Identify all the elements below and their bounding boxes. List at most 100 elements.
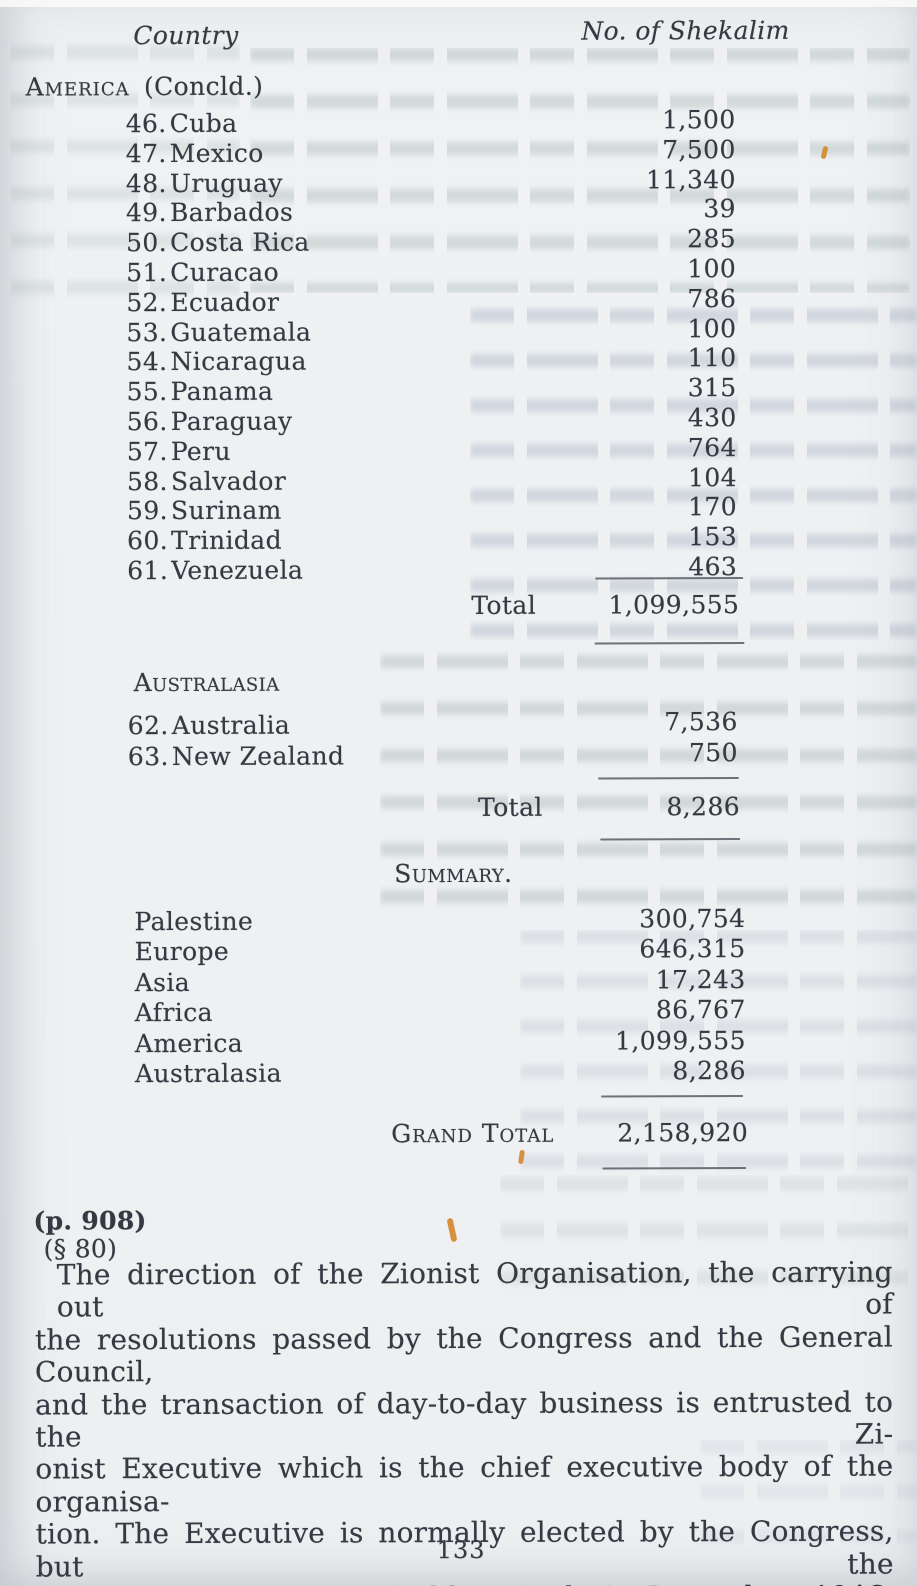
row-country: Salvador	[170, 466, 287, 497]
bleed-through-artifact	[500, 1175, 917, 1305]
row-number: 58.	[126, 467, 168, 497]
scan-edge	[0, 0, 917, 7]
summary-row: Palestine 300,754	[0, 903, 746, 938]
bleed-through-artifact	[700, 1440, 917, 1560]
row-number: 49.	[125, 198, 167, 228]
table-row: 50. Costa Rica 285	[0, 224, 736, 259]
row-country: Surinam	[170, 495, 282, 526]
row-value: 17,243	[655, 964, 746, 995]
row-number: 56.	[126, 407, 168, 437]
row-country: Nicaragua	[170, 346, 307, 377]
row-value: 110	[687, 343, 737, 373]
table-row: 47. Mexico 7,500	[0, 135, 736, 170]
table-row: 46. Cuba 1,500	[0, 105, 736, 140]
total-rule	[597, 777, 739, 780]
row-country: Barbados	[169, 197, 294, 228]
total-row-america: Total 1,099,555	[0, 590, 739, 620]
table-row: 51. Curacao 100	[0, 254, 737, 289]
grand-total-label: Grand Total	[391, 1118, 555, 1149]
row-number: 48.	[125, 169, 167, 199]
row-number: 46.	[125, 109, 167, 139]
row-country: New Zealand	[171, 741, 345, 772]
row-country: Guatemala	[170, 317, 312, 348]
row-region: Palestine	[134, 906, 254, 937]
row-value: 1,500	[662, 105, 736, 135]
row-value: 86,767	[655, 994, 746, 1025]
table-row: 55. Panama 315	[0, 373, 737, 408]
row-region: Africa	[134, 997, 213, 1028]
table-row: 48. Uruguay 11,340	[0, 165, 736, 200]
row-country: Costa Rica	[170, 227, 310, 258]
row-value: 300,754	[639, 903, 746, 934]
summary-row: Asia 17,243	[1, 964, 746, 999]
row-value: 39	[703, 194, 737, 224]
row-number: 60.	[127, 526, 169, 556]
row-number: 54.	[126, 347, 168, 377]
paragraph-line: and the transaction of day-to-day busine…	[35, 1385, 894, 1454]
table-row: 56. Paraguay 430	[0, 403, 737, 438]
row-number: 55.	[126, 377, 168, 407]
section-title: America	[25, 72, 130, 102]
table-row: 63. New Zealand 750	[0, 738, 738, 773]
total-value: 8,286	[666, 792, 741, 822]
row-value: 153	[688, 522, 738, 552]
grand-total-row: Grand Total 2,158,920	[1, 1118, 748, 1148]
paragraph-line: The direction of the Zionist Organisatio…	[56, 1255, 893, 1324]
row-country: Uruguay	[169, 168, 283, 199]
row-country: Ecuador	[170, 287, 280, 318]
row-value: 104	[687, 463, 737, 493]
row-country: Venezuela	[171, 555, 304, 586]
bleed-through-artifact	[470, 305, 917, 640]
row-region: Australasia	[134, 1058, 282, 1089]
table-row: 52. Ecuador 786	[0, 284, 737, 319]
row-value: 764	[687, 433, 737, 463]
table-row: 57. Peru 764	[0, 433, 737, 468]
total-rule	[602, 1166, 747, 1170]
row-value: 7,500	[662, 135, 736, 165]
total-rule	[601, 1095, 744, 1098]
paragraph-line: onist Executive which is the chief execu…	[35, 1449, 894, 1519]
row-country: Paraguay	[170, 406, 293, 437]
summary-row: Australasia 8,286	[1, 1055, 747, 1090]
row-value: 1,099,555	[614, 1025, 746, 1056]
row-country: Trinidad	[171, 525, 283, 556]
row-number: 53.	[126, 318, 168, 348]
row-number: 62.	[127, 711, 169, 741]
paragraph-line: the resolutions passed by the Congress a…	[34, 1320, 893, 1389]
section-title-suffix: (Concld.)	[143, 71, 264, 102]
row-number: 63.	[127, 742, 169, 772]
row-region: Europe	[134, 936, 230, 967]
paragraph-line: World Zionist Congress held at Basle in …	[36, 1580, 894, 1586]
row-country: Curacao	[170, 257, 280, 288]
table-row: 61. Venezuela 463	[0, 552, 737, 587]
summary-row: Africa 86,767	[1, 994, 746, 1029]
total-row-australasia: Total 8,286	[0, 792, 740, 822]
table-row: 59. Surinam 170	[0, 492, 738, 527]
row-country: Cuba	[169, 108, 238, 139]
row-value: 750	[688, 738, 738, 768]
total-label: Total	[477, 792, 543, 822]
row-value: 8,286	[672, 1055, 747, 1086]
total-rule	[594, 642, 745, 645]
row-value: 646,315	[639, 933, 746, 964]
row-value: 786	[687, 284, 737, 314]
table-row: 60. Trinidad 153	[0, 522, 738, 557]
section-heading-australasia: Australasia	[133, 667, 280, 698]
row-value: 100	[687, 254, 737, 284]
column-header-country: Country	[133, 20, 239, 51]
total-label: Total	[471, 590, 537, 620]
table-row: 62. Australia 7,536	[0, 707, 738, 742]
row-country: Peru	[170, 436, 232, 467]
row-value: 170	[688, 492, 738, 522]
row-value: 100	[687, 314, 737, 344]
total-rule	[600, 838, 741, 841]
row-number: 52.	[126, 288, 168, 318]
row-number: 51.	[126, 258, 168, 288]
row-value: 430	[687, 403, 737, 433]
row-number: 59.	[126, 496, 169, 526]
table-row: 49. Barbados 39	[0, 194, 737, 229]
bleed-through-artifact	[250, 48, 910, 293]
page-number: 133	[436, 1535, 486, 1565]
summary-row: Europe 646,315	[1, 933, 746, 968]
